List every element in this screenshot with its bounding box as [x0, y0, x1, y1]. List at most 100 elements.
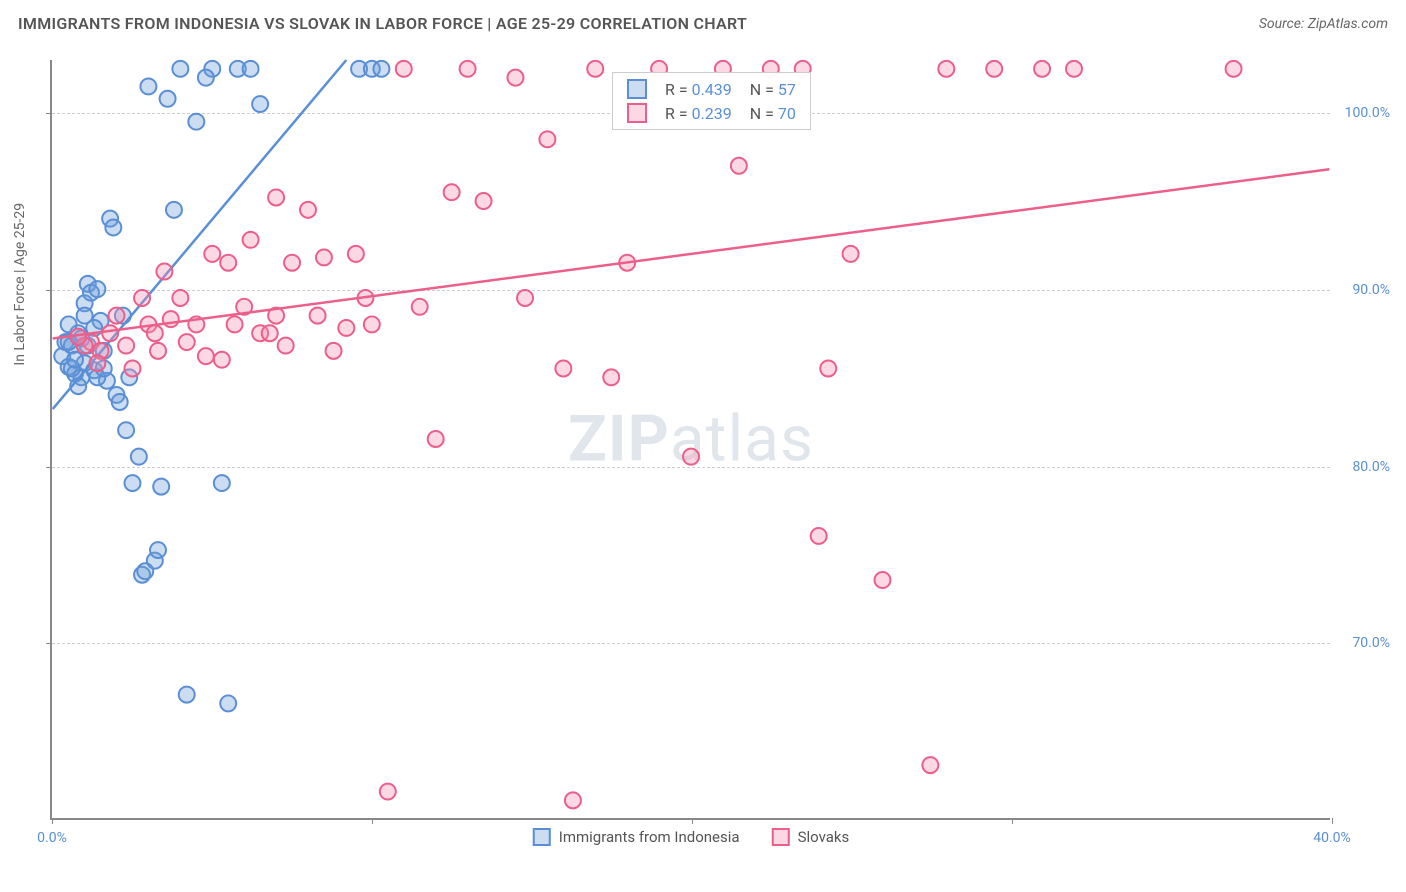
scatter-point-slovak	[565, 792, 581, 808]
scatter-point-indonesia	[99, 373, 115, 389]
scatter-point-indonesia	[77, 295, 93, 311]
scatter-point-slovak	[555, 361, 571, 377]
source-label: Source: ZipAtlas.com	[1259, 16, 1388, 32]
scatter-point-indonesia	[364, 61, 380, 77]
scatter-point-slovak	[412, 299, 428, 315]
y-tick	[46, 467, 52, 468]
scatter-point-indonesia	[67, 352, 83, 368]
scatter-point-indonesia	[214, 475, 230, 491]
scatter-point-slovak	[875, 572, 891, 588]
scatter-point-slovak	[77, 338, 93, 354]
scatter-point-indonesia	[198, 70, 214, 86]
scatter-point-slovak	[268, 190, 284, 206]
scatter-point-slovak	[428, 431, 444, 447]
trend-line-slovak	[53, 169, 1330, 338]
scatter-point-indonesia	[121, 369, 137, 385]
y-tick-label: 80.0%	[1352, 459, 1390, 475]
scatter-point-slovak	[124, 361, 140, 377]
scatter-point-indonesia	[118, 422, 134, 438]
x-tick-label: 0.0%	[37, 830, 67, 846]
scatter-point-slovak	[316, 249, 332, 265]
scatter-point-indonesia	[220, 695, 236, 711]
scatter-point-slovak	[179, 334, 195, 350]
scatter-point-indonesia	[204, 61, 220, 77]
x-tick	[692, 818, 693, 824]
scatter-point-indonesia	[64, 361, 80, 377]
scatter-point-slovak	[220, 255, 236, 271]
scatter-point-slovak	[986, 61, 1002, 77]
scatter-point-indonesia	[166, 202, 182, 218]
scatter-point-slovak	[163, 311, 179, 327]
scatter-point-indonesia	[115, 308, 131, 324]
legend-label: Slovaks	[798, 828, 850, 846]
scatter-point-slovak	[172, 290, 188, 306]
scatter-point-slovak	[93, 343, 109, 359]
scatter-point-indonesia	[147, 553, 163, 569]
scatter-point-slovak	[326, 343, 342, 359]
x-tick	[1332, 818, 1333, 824]
legend-swatch	[772, 828, 790, 846]
legend-swatch	[533, 828, 551, 846]
scatter-point-indonesia	[89, 369, 105, 385]
scatter-point-indonesia	[153, 479, 169, 495]
y-tick-label: 100.0%	[1345, 105, 1390, 121]
stats-box: R = 0.439N = 57R = 0.239N = 70	[612, 72, 811, 130]
scatter-point-indonesia	[188, 114, 204, 130]
scatter-point-indonesia	[134, 567, 150, 583]
scatter-point-indonesia	[93, 313, 109, 329]
scatter-point-slovak	[1226, 61, 1242, 77]
y-tick-label: 70.0%	[1352, 635, 1390, 651]
y-tick	[46, 290, 52, 291]
scatter-point-slovak	[811, 528, 827, 544]
scatter-point-indonesia	[80, 338, 96, 354]
y-axis-title: In Labor Force | Age 25-29	[12, 203, 28, 366]
scatter-point-slovak	[938, 61, 954, 77]
scatter-point-indonesia	[54, 348, 70, 364]
scatter-point-indonesia	[351, 61, 367, 77]
scatter-point-indonesia	[61, 316, 77, 332]
scatter-point-slovak	[357, 290, 373, 306]
stats-r-value: R = 0.239	[665, 104, 732, 123]
scatter-point-indonesia	[102, 211, 118, 227]
x-tick	[1012, 818, 1013, 824]
scatter-point-slovak	[619, 255, 635, 271]
scatter-point-indonesia	[150, 542, 166, 558]
title-bar: IMMIGRANTS FROM INDONESIA VS SLOVAK IN L…	[18, 14, 1388, 33]
scatter-point-indonesia	[61, 334, 77, 350]
scatter-point-slovak	[198, 348, 214, 364]
scatter-point-indonesia	[80, 276, 96, 292]
scatter-point-indonesia	[77, 308, 93, 324]
legend-label: Immigrants from Indonesia	[559, 828, 740, 846]
scatter-point-indonesia	[89, 281, 105, 297]
scatter-point-indonesia	[96, 361, 112, 377]
scatter-point-indonesia	[86, 320, 102, 336]
scatter-point-slovak	[843, 246, 859, 262]
scatter-point-slovak	[252, 325, 268, 341]
scatter-point-slovak	[603, 369, 619, 385]
scatter-point-slovak	[1066, 61, 1082, 77]
scatter-point-indonesia	[124, 475, 140, 491]
scatter-point-indonesia	[137, 563, 153, 579]
scatter-point-slovak	[134, 290, 150, 306]
scatter-point-slovak	[236, 299, 252, 315]
scatter-point-slovak	[102, 325, 118, 341]
scatter-point-indonesia	[64, 338, 80, 354]
scatter-point-indonesia	[131, 449, 147, 465]
legend-item: Slovaks	[772, 828, 850, 846]
scatter-point-indonesia	[70, 325, 86, 341]
x-tick	[372, 818, 373, 824]
scatter-point-slovak	[204, 246, 220, 262]
stats-swatch	[627, 103, 647, 123]
scatter-point-slovak	[539, 131, 555, 147]
chart-title: IMMIGRANTS FROM INDONESIA VS SLOVAK IN L…	[18, 14, 747, 33]
scatter-point-slovak	[214, 352, 230, 368]
scatter-point-slovak	[683, 449, 699, 465]
scatter-point-slovak	[460, 61, 476, 77]
scatter-point-slovak	[83, 334, 99, 350]
scatter-point-indonesia	[172, 61, 188, 77]
scatter-point-slovak	[338, 320, 354, 336]
scatter-point-slovak	[147, 325, 163, 341]
scatter-point-slovak	[243, 232, 259, 248]
scatter-point-indonesia	[73, 369, 89, 385]
scatter-point-slovak	[348, 246, 364, 262]
